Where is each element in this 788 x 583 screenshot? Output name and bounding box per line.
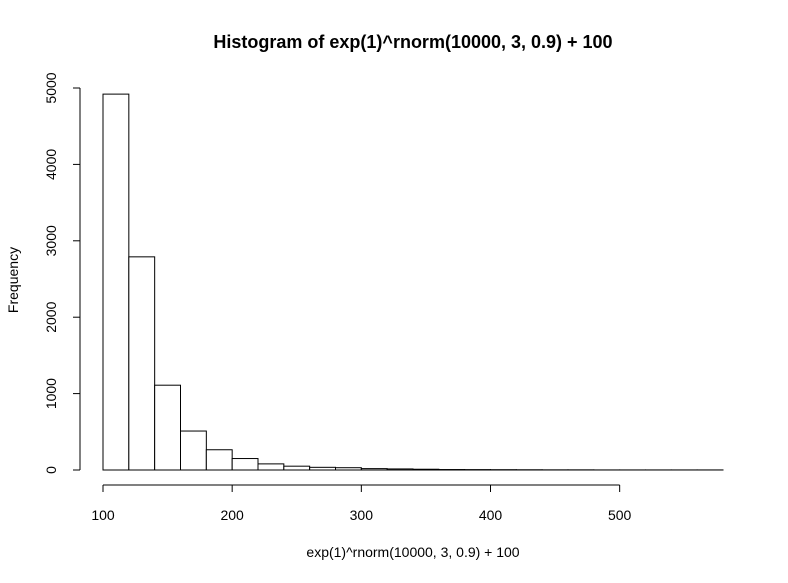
x-tick-label: 400 (479, 507, 503, 523)
histogram-bar (154, 384, 182, 471)
y-axis-label: Frequency (5, 247, 21, 313)
histogram-bar (257, 463, 285, 471)
y-tick-label: 1000 (43, 378, 59, 409)
y-tick-label: 4000 (43, 149, 59, 180)
x-axis: 100 200 300 400 500 (91, 484, 632, 523)
y-axis: 0 1000 2000 3000 4000 5000 (43, 72, 81, 474)
histogram-bar (360, 468, 388, 471)
histogram-bar (180, 430, 207, 471)
x-tick-label: 300 (350, 507, 374, 523)
histogram-bar (102, 93, 130, 471)
histogram-bar (231, 458, 259, 471)
x-tick-label: 100 (91, 507, 115, 523)
chart-title: Histogram of exp(1)^rnorm(10000, 3, 0.9)… (213, 32, 612, 52)
histogram-bar (283, 465, 311, 471)
y-tick-label: 0 (43, 466, 59, 474)
histogram-bar (309, 466, 336, 471)
y-tick-label: 2000 (43, 301, 59, 332)
x-tick-label: 200 (220, 507, 244, 523)
x-axis-label: exp(1)^rnorm(10000, 3, 0.9) + 100 (306, 544, 519, 560)
x-tick-label: 500 (608, 507, 632, 523)
y-tick-label: 3000 (43, 225, 59, 256)
histogram-bar (412, 468, 440, 471)
y-tick-label: 5000 (43, 72, 59, 103)
histogram-bars (102, 93, 724, 471)
histogram-bar (205, 449, 233, 471)
histogram-bar (128, 256, 156, 471)
histogram-bar (335, 467, 362, 471)
histogram-bar (386, 468, 414, 471)
